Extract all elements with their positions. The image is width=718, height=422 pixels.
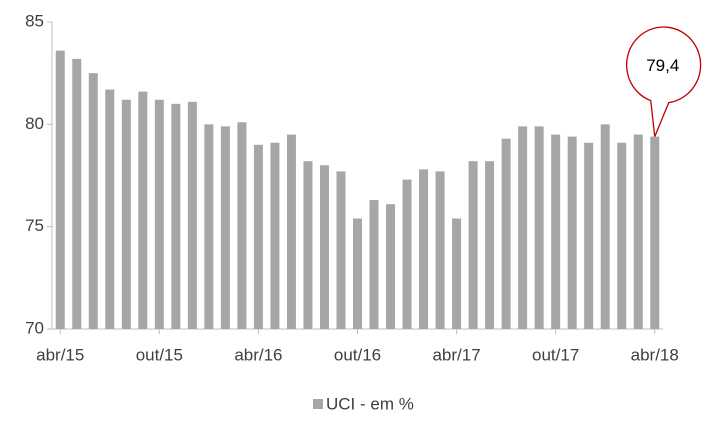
bar bbox=[72, 58, 82, 330]
x-tick-label: out/15 bbox=[136, 345, 183, 364]
bar bbox=[551, 134, 561, 329]
bar bbox=[286, 134, 296, 329]
bar bbox=[485, 161, 495, 329]
bar bbox=[336, 171, 346, 329]
bar bbox=[617, 142, 627, 329]
bar bbox=[220, 126, 230, 329]
bar bbox=[468, 161, 478, 329]
bar bbox=[55, 50, 65, 330]
bar bbox=[187, 101, 197, 329]
data-label: 79,4 bbox=[646, 56, 679, 75]
y-tick-label: 75 bbox=[25, 216, 44, 235]
x-tick-label: abr/15 bbox=[36, 345, 84, 364]
bar bbox=[121, 99, 131, 329]
bar bbox=[105, 89, 115, 329]
bar bbox=[253, 144, 263, 329]
bar bbox=[303, 161, 313, 329]
bar bbox=[419, 169, 429, 329]
bar bbox=[534, 126, 544, 329]
x-tick-label: out/16 bbox=[334, 345, 381, 364]
bar bbox=[584, 142, 594, 329]
bar bbox=[386, 204, 396, 329]
callout bbox=[625, 26, 702, 137]
bar bbox=[237, 122, 247, 329]
x-tick-label: abr/16 bbox=[234, 345, 282, 364]
y-tick-label: 80 bbox=[25, 114, 44, 133]
y-tick-label: 85 bbox=[25, 11, 44, 30]
bar bbox=[650, 136, 660, 329]
bar bbox=[567, 136, 577, 329]
bar bbox=[501, 138, 511, 329]
bar bbox=[435, 171, 445, 329]
bar bbox=[353, 218, 362, 329]
x-tick-label: abr/17 bbox=[432, 345, 480, 364]
x-tick-label: out/17 bbox=[532, 345, 579, 364]
y-tick-label: 70 bbox=[25, 318, 44, 337]
bar bbox=[138, 91, 148, 329]
bar bbox=[204, 124, 214, 329]
bar bbox=[88, 73, 98, 330]
bar bbox=[600, 124, 610, 329]
bar bbox=[402, 179, 412, 329]
bar bbox=[369, 200, 379, 329]
bar bbox=[319, 165, 329, 329]
bar bbox=[633, 134, 643, 329]
bar bbox=[171, 103, 181, 329]
bar bbox=[452, 218, 462, 329]
bar bbox=[270, 142, 280, 329]
x-tick-label: abr/18 bbox=[631, 345, 679, 364]
legend-swatch bbox=[313, 399, 323, 409]
legend-label: UCI - em % bbox=[326, 394, 414, 413]
bar bbox=[154, 99, 164, 329]
bar bbox=[518, 126, 528, 329]
